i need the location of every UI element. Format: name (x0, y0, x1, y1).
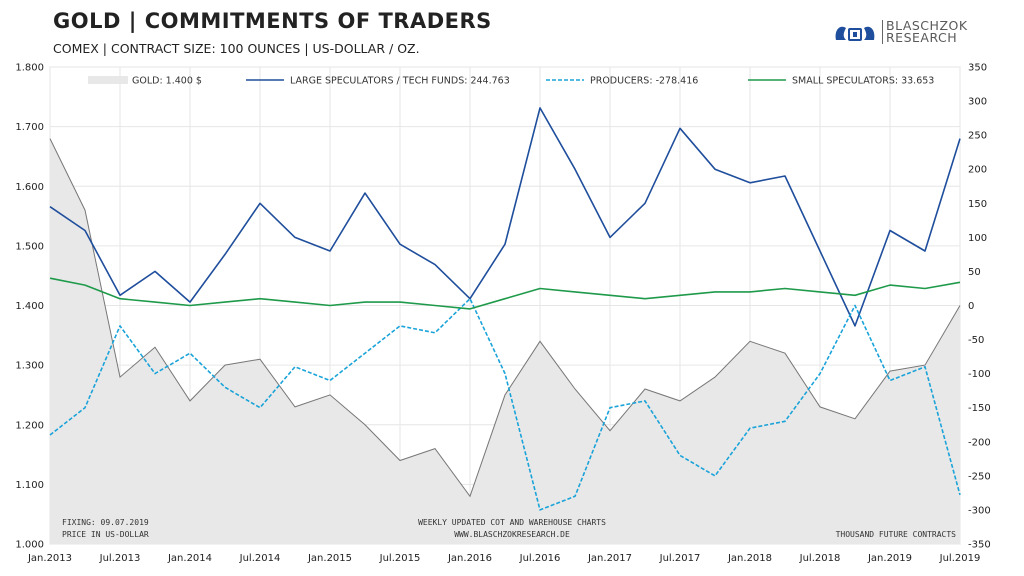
y-right-tick-label: 50 (968, 267, 981, 278)
series-lines (49, 107, 961, 511)
large-speculators-line (49, 107, 961, 327)
y-right-tick-label: -50 (968, 335, 984, 346)
chart-subtitle: COMEX | CONTRACT SIZE: 100 OUNCES | US-D… (53, 41, 420, 56)
x-tick-label: Jul.2015 (379, 553, 421, 564)
logo-line2: RESEARCH (882, 31, 968, 44)
y-axis-left: 1.000 1.100 1.200 1.300 1.400 1.500 1.600 1.700… (15, 63, 44, 551)
y-right-tick-label: 250 (968, 131, 987, 142)
x-tick-label: Jul.2018 (799, 553, 841, 564)
y-left-tick-label: 1.400 (15, 301, 44, 312)
y-right-tick-label: -300 (968, 505, 991, 516)
logo-wordmark: BLASCHZOK RESEARCH (882, 19, 968, 44)
y-right-tick-label: -250 (968, 471, 991, 482)
small-speculators-line (49, 277, 961, 310)
y-left-tick-label: 1.600 (15, 182, 44, 193)
y-right-tick-label: 350 (968, 63, 987, 74)
x-tick-label: Jul.2017 (659, 553, 701, 564)
legend-label: GOLD: 1.400 $ (132, 76, 202, 87)
brand-logo: BLASCHZOK RESEARCH (832, 19, 968, 44)
lions-crest-icon (835, 26, 875, 41)
y-left-tick-label: 1.100 (15, 480, 44, 491)
x-tick-label: Jul.2014 (239, 553, 281, 564)
contracts-unit-label: THOUSAND FUTURE CONTRACTS (836, 530, 957, 539)
x-axis: Jan.2013 Jul.2013 Jan.2014 Jul.2014 Jan.2015… (27, 553, 980, 564)
gold-area-fill (50, 138, 960, 544)
price-unit-label: PRICE IN US-DOLLAR (62, 530, 149, 539)
legend-small-speculators: SMALL SPECULATORS: 33.653 (748, 76, 934, 87)
chart-title: GOLD | COMMITMENTS OF TRADERS (53, 9, 492, 33)
gold-area (49, 138, 961, 544)
y-left-tick-label: 1.800 (15, 63, 44, 74)
y-left-tick-label: 1.300 (15, 361, 44, 372)
producers-line (49, 297, 961, 511)
legend-large-speculators: LARGE SPECULATORS / TECH FUNDS: 244.763 (246, 76, 510, 87)
x-tick-label: Jan.2017 (587, 553, 632, 564)
x-tick-label: Jan.2013 (27, 553, 72, 564)
fixing-label: FIXING: 09.07.2019 (62, 518, 149, 527)
legend-label: PRODUCERS: -278.416 (590, 76, 698, 87)
y-right-tick-label: 200 (968, 165, 987, 176)
weekly-updated-label: WEEKLY UPDATED COT AND WAREHOUSE CHARTS (418, 518, 606, 527)
y-right-tick-label: -200 (968, 437, 991, 448)
y-right-tick-label: 150 (968, 199, 987, 210)
y-left-tick-label: 1.700 (15, 122, 44, 133)
y-right-tick-label: 100 (968, 233, 987, 244)
x-tick-label: Jan.2016 (447, 553, 492, 564)
x-tick-label: Jan.2018 (727, 553, 772, 564)
x-tick-label: Jan.2014 (167, 553, 212, 564)
x-tick-label: Jul.2016 (519, 553, 561, 564)
legend-producers: PRODUCERS: -278.416 (546, 76, 698, 87)
y-right-tick-label: -350 (968, 540, 991, 551)
x-tick-label: Jul.2013 (99, 553, 141, 564)
legend-gold: GOLD: 1.400 $ (88, 76, 202, 87)
y-right-tick-label: -150 (968, 403, 991, 414)
x-tick-label: Jan.2019 (867, 553, 912, 564)
y-right-tick-label: 0 (968, 301, 974, 312)
x-tick-label: Jan.2015 (307, 553, 352, 564)
y-axis-right: -350 -300 -250 -200 -150 -100 -50 0 50 100 150 200 2… (968, 63, 991, 551)
legend: GOLD: 1.400 $ LARGE SPECULATORS / TECH FU… (88, 76, 934, 87)
website-label: WWW.BLASCHZOKRESEARCH.DE (454, 530, 570, 539)
legend-label: SMALL SPECULATORS: 33.653 (792, 76, 934, 87)
legend-label: LARGE SPECULATORS / TECH FUNDS: 244.763 (290, 76, 510, 87)
y-left-tick-label: 1.500 (15, 241, 44, 252)
logo-line1: BLASCHZOK (882, 19, 968, 32)
legend-swatch (88, 76, 128, 84)
x-tick-label: Jul.2019 (939, 553, 981, 564)
y-left-tick-label: 1.000 (15, 540, 44, 551)
y-left-tick-label: 1.200 (15, 420, 44, 431)
y-right-tick-label: 300 (968, 97, 987, 108)
y-right-tick-label: -100 (968, 369, 991, 380)
